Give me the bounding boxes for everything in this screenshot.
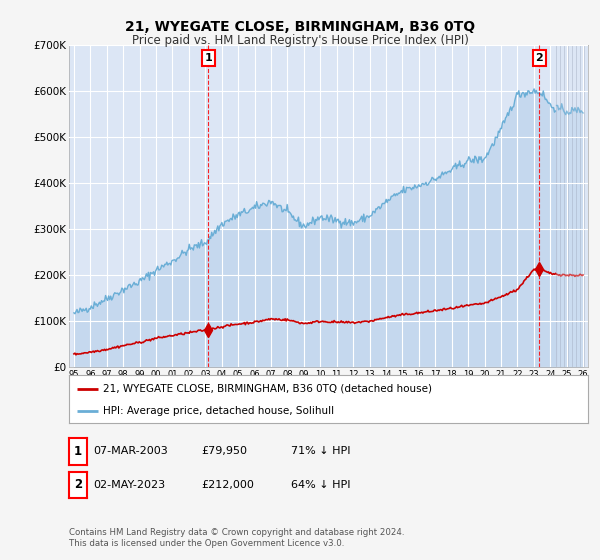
Text: 71% ↓ HPI: 71% ↓ HPI <box>291 446 350 456</box>
Text: Price paid vs. HM Land Registry's House Price Index (HPI): Price paid vs. HM Land Registry's House … <box>131 34 469 46</box>
Text: 64% ↓ HPI: 64% ↓ HPI <box>291 480 350 490</box>
Text: 2: 2 <box>535 53 543 63</box>
Text: £212,000: £212,000 <box>201 480 254 490</box>
Text: 2: 2 <box>74 478 82 492</box>
Text: This data is licensed under the Open Government Licence v3.0.: This data is licensed under the Open Gov… <box>69 539 344 548</box>
Text: 21, WYEGATE CLOSE, BIRMINGHAM, B36 0TQ: 21, WYEGATE CLOSE, BIRMINGHAM, B36 0TQ <box>125 20 475 34</box>
Text: HPI: Average price, detached house, Solihull: HPI: Average price, detached house, Soli… <box>103 406 334 416</box>
Text: 07-MAR-2003: 07-MAR-2003 <box>93 446 168 456</box>
Text: 1: 1 <box>205 53 212 63</box>
Text: £79,950: £79,950 <box>201 446 247 456</box>
Text: Contains HM Land Registry data © Crown copyright and database right 2024.: Contains HM Land Registry data © Crown c… <box>69 528 404 536</box>
Text: 1: 1 <box>74 445 82 458</box>
Text: 02-MAY-2023: 02-MAY-2023 <box>93 480 165 490</box>
Text: 21, WYEGATE CLOSE, BIRMINGHAM, B36 0TQ (detached house): 21, WYEGATE CLOSE, BIRMINGHAM, B36 0TQ (… <box>103 384 432 394</box>
